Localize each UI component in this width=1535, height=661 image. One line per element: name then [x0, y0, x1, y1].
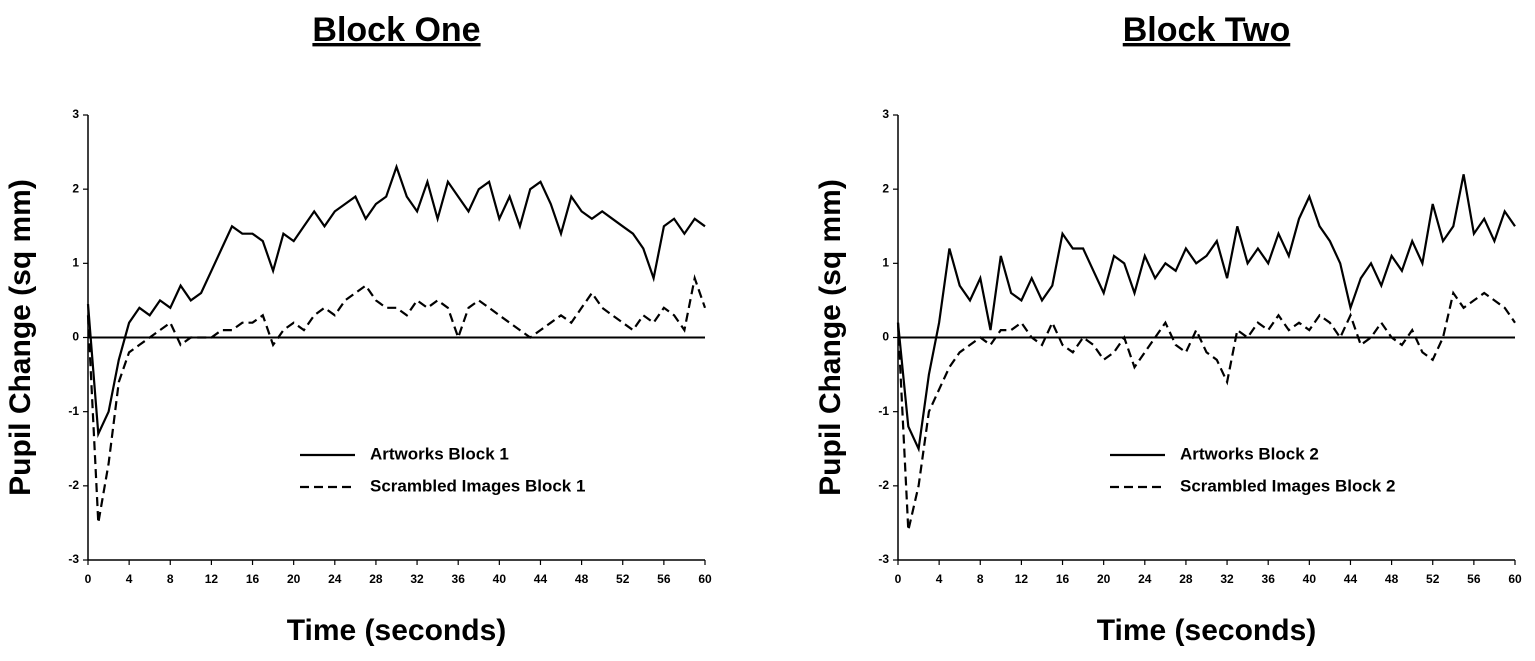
panel: Block One Time (seconds) Pupil Change (sq …: [4, 11, 712, 647]
x-tick-label: 8: [167, 572, 174, 586]
y-tick-label: -1: [878, 404, 889, 418]
x-tick-label: 60: [1508, 572, 1522, 586]
x-tick-label: 40: [493, 572, 507, 586]
x-tick-label: 16: [1056, 572, 1070, 586]
x-tick-label: 32: [410, 572, 424, 586]
x-tick-label: 12: [1015, 572, 1029, 586]
x-tick-label: 4: [126, 572, 133, 586]
x-tick-label: 44: [534, 572, 548, 586]
x-tick-label: 4: [936, 572, 943, 586]
x-tick-label: 20: [287, 572, 301, 586]
data-line: [86, 163, 706, 439]
data-line: [86, 274, 707, 524]
y-tick-label: -1: [68, 404, 79, 418]
panel: Block Two Time (seconds) Pupil Change (sq …: [814, 11, 1522, 647]
y-tick-label: 1: [882, 256, 889, 270]
x-tick-label: 52: [1426, 572, 1440, 586]
x-tick-label: 36: [1262, 572, 1276, 586]
y-tick-label: 2: [72, 181, 79, 195]
data-line: [896, 290, 1516, 531]
y-tick-label: -3: [878, 552, 889, 566]
x-tick-label: 0: [85, 572, 92, 586]
x-tick-label: 60: [698, 572, 712, 586]
y-tick-label: -3: [68, 552, 79, 566]
x-tick-label: 56: [1467, 572, 1481, 586]
x-tick-label: 24: [1138, 572, 1152, 586]
x-tick-label: 28: [369, 572, 383, 586]
x-tick-label: 48: [1385, 572, 1399, 586]
legend-label: Scrambled Images Block 2: [1180, 476, 1395, 495]
x-tick-label: 28: [1179, 572, 1193, 586]
data-line: [896, 174, 1516, 453]
y-axis-label: Pupil Change (sq mm): [814, 179, 847, 496]
y-tick-label: -2: [68, 478, 79, 492]
chart-title: Block Two: [1123, 11, 1291, 49]
x-axis-label: Time (seconds): [1097, 614, 1317, 647]
x-tick-label: 32: [1220, 572, 1234, 586]
y-axis-label: Pupil Change (sq mm): [4, 179, 37, 496]
x-axis-label: Time (seconds): [287, 614, 507, 647]
y-tick-label: -2: [878, 478, 889, 492]
y-tick-label: 0: [72, 330, 79, 344]
x-tick-label: 36: [452, 572, 466, 586]
x-tick-label: 44: [1344, 572, 1358, 586]
legend-label: Artworks Block 2: [1180, 444, 1319, 463]
y-tick-label: 2: [882, 181, 889, 195]
chart-title: Block One: [312, 11, 480, 49]
x-tick-label: 16: [246, 572, 260, 586]
x-tick-label: 24: [328, 572, 342, 586]
x-tick-label: 48: [575, 572, 589, 586]
x-tick-label: 52: [616, 572, 630, 586]
x-tick-label: 0: [895, 572, 902, 586]
x-tick-label: 56: [657, 572, 671, 586]
x-tick-label: 20: [1097, 572, 1111, 586]
y-tick-label: 1: [72, 256, 79, 270]
y-tick-label: 0: [882, 330, 889, 344]
x-tick-label: 40: [1303, 572, 1317, 586]
x-tick-label: 12: [205, 572, 219, 586]
x-tick-label: 8: [977, 572, 984, 586]
y-tick-label: 3: [72, 107, 79, 121]
legend-label: Artworks Block 1: [370, 444, 509, 463]
legend-label: Scrambled Images Block 1: [370, 476, 585, 495]
y-tick-label: 3: [882, 107, 889, 121]
